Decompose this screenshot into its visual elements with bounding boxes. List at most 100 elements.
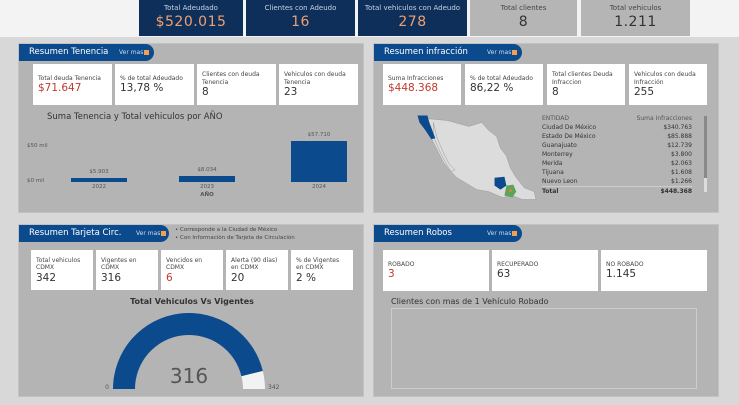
x-tick-label: 2023 (200, 184, 214, 190)
x-tick-label: 2024 (312, 184, 326, 190)
cell-suma: $12.739 (667, 142, 692, 149)
card-label: Vencidos en CDMX (166, 256, 203, 272)
cell-total-label: Total (542, 186, 617, 196)
card-value: 6 (166, 271, 173, 284)
gauge-remaining-arc (241, 371, 265, 389)
bar-2022[interactable] (71, 177, 127, 182)
kpi-value: 278 (398, 14, 427, 30)
kpi-total-adeudado: Total Adeudado $520.015 (139, 0, 243, 36)
kpi-total-vehiculos: Total vehiculos 1.211 (581, 0, 690, 36)
data-label: $8.034 (197, 167, 217, 174)
ver-mas-button[interactable]: Ver mas (487, 44, 518, 61)
card-label: Suma Infracciones (388, 74, 444, 82)
table-scrollbar[interactable] (704, 116, 707, 192)
kpi-label: Total clientes (500, 4, 547, 12)
gauge-max-label: 342 (268, 384, 280, 391)
external-link-icon (144, 50, 150, 55)
card-value: $448.368 (388, 82, 439, 95)
card-clientes-deuda-tenencia: Clientes con deuda Tenencia 8 (197, 64, 276, 105)
card-label: ROBADO (388, 260, 415, 268)
x-tick-label: 2022 (92, 184, 106, 190)
card-total-vehiculos-cdmx: Total vehiculos CDMX 342 (31, 250, 93, 290)
card-clientes-deuda-infraccion: Total clientes Deuda Infraccion 8 (547, 64, 625, 105)
kpi-clientes-con-adeudo: Clientes con Adeudo 16 (246, 0, 355, 36)
card-total-deuda-tenencia: Total deuda Tenencia $71.647 (33, 64, 112, 105)
card-label: Vigentes en CDMX (101, 256, 137, 272)
card-label: % de total Adeudado (120, 74, 183, 82)
table-row: Estado De México $85.888 (542, 132, 692, 141)
ver-mas-button[interactable]: Ver mas (119, 44, 150, 61)
card-label: Total vehiculos CDMX (36, 256, 81, 272)
map-mainland (425, 118, 537, 200)
card-value: 23 (284, 86, 298, 98)
card-value: 3 (388, 268, 395, 281)
card-value: 2 % (296, 271, 316, 284)
data-label: $5.903 (89, 168, 109, 175)
card-alerta-cdmx: Alerta (90 días) en CDMX 20 (226, 250, 288, 290)
ver-mas-label: Ver mas (119, 49, 144, 56)
bar-2023[interactable] (179, 176, 235, 182)
panel-title-tarjeta: Resumen Tarjeta Circ. Ver mas (19, 225, 169, 242)
map-peninsula (433, 122, 456, 173)
kpi-label: Total Adeudado (164, 4, 218, 12)
ver-mas-label: Ver mas (136, 230, 161, 237)
y-tick-label: $50 mil (27, 142, 48, 149)
external-link-icon (512, 50, 518, 55)
mexico-map[interactable] (378, 108, 538, 208)
card-vigentes-cdmx: Vigentes en CDMX 316 (96, 250, 158, 290)
column-header-entidad[interactable]: ENTIDAD (542, 115, 569, 122)
panel-title-text: Resumen infracción (384, 47, 468, 57)
panel-title-infraccion: Resumen infracción Ver mas (374, 44, 522, 61)
x-axis-title: AÑO (200, 192, 214, 198)
y-tick-label: $0 mil (27, 178, 45, 184)
card-value: $71.647 (38, 82, 82, 95)
cell-suma: $1.608 (671, 169, 692, 176)
map-baja-california (417, 115, 436, 140)
entidad-table: ENTIDAD Suma Infracciones Ciudad De Méxic… (542, 114, 692, 196)
panel-title-text: Resumen Tarjeta Circ. (29, 228, 122, 238)
card-suma-infracciones: Suma Infracciones $448.368 (383, 64, 461, 105)
card-vehiculos-deuda-tenencia: Vehiculos con deuda Tenencia 23 (279, 64, 358, 105)
ver-mas-button[interactable]: Ver mas (487, 225, 518, 242)
column-header-suma-infracciones[interactable]: Suma Infracciones (636, 115, 692, 122)
card-robado: ROBADO 3 (383, 250, 489, 291)
card-value: 86,22 % (470, 82, 514, 95)
card-value: 20 (231, 271, 245, 284)
card-label: NO ROBADO (606, 260, 644, 268)
card-value: 255 (634, 86, 655, 98)
table-row: Monterrey $3.800 (542, 150, 692, 159)
card-recuperado: RECUPERADO 63 (492, 250, 598, 291)
gauge-value: 316 (170, 364, 208, 388)
bar-2024[interactable] (291, 141, 347, 182)
card-value: 13,78 % (120, 82, 164, 95)
card-value: 8 (202, 86, 209, 98)
panel-tarjeta: Resumen Tarjeta Circ. Ver mas • Correspo… (18, 224, 364, 397)
cell-entidad: Guanajuato (542, 142, 577, 149)
cell-suma: $340.763 (663, 124, 692, 131)
cell-entidad: Merida (542, 160, 563, 167)
cell-entidad: Nuevo Leon (542, 178, 578, 185)
scrollbar-thumb[interactable] (704, 116, 707, 178)
note-line: • Corresponde a la Ciudad de México (175, 227, 278, 233)
ver-mas-button[interactable]: Ver mas (136, 225, 167, 242)
cell-entidad: Estado De México (542, 133, 596, 140)
card-label: % de Vigentes en CDMX (296, 256, 340, 272)
cell-total-value: $448.368 (616, 186, 692, 196)
cell-suma: $2.063 (671, 160, 692, 167)
cell-suma: $3.800 (671, 151, 692, 158)
external-link-icon (161, 231, 167, 236)
cell-entidad: Tijuana (542, 169, 564, 176)
cell-entidad: Monterrey (542, 151, 573, 158)
card-label: Clientes con deuda Tenencia (202, 71, 260, 86)
tarjeta-notes: • Corresponde a la Ciudad de México • Co… (175, 226, 295, 242)
kpi-total-clientes: Total clientes 8 (470, 0, 577, 36)
map-cdmx (508, 189, 512, 193)
kpi-value: 16 (291, 14, 310, 30)
gauge-title: Total Vehiculos Vs Vigentes (130, 297, 254, 306)
table-row: Guanajuato $12.739 (542, 141, 692, 150)
gauge-min-label: 0 (105, 384, 109, 391)
cell-suma: $1.266 (671, 178, 692, 185)
kpi-value: 8 (518, 14, 529, 30)
table-row: Tijuana $1.608 (542, 168, 692, 177)
card-value: 63 (497, 268, 511, 281)
